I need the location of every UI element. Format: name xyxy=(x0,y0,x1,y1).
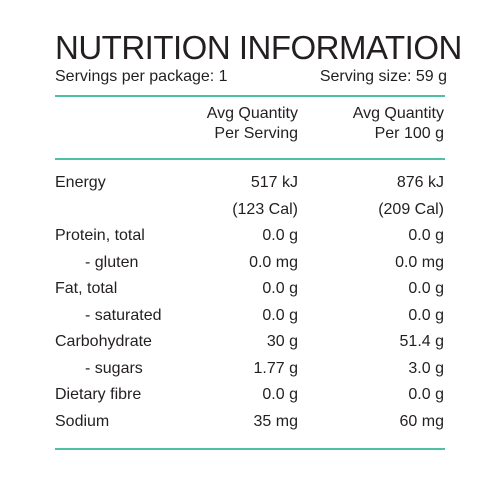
servings-per-package: Servings per package: 1 xyxy=(55,68,228,85)
value-per-serving: 517 kJ xyxy=(250,174,298,191)
nutrient-label: Energy xyxy=(55,174,106,191)
table-row: Protein, total 0.0 g 0.0 g xyxy=(55,223,445,250)
value-per-serving: 30 g xyxy=(266,333,298,350)
table-row: - sugars 1.77 g 3.0 g xyxy=(55,356,445,383)
value-per-100g: 0.0 g xyxy=(408,280,444,297)
value-per-serving: 35 mg xyxy=(253,412,298,430)
table-row: (123 Cal) (209 Cal) xyxy=(55,197,445,224)
value-per-serving: 0.0 g xyxy=(262,280,298,297)
value-per-serving: 0.0 mg xyxy=(249,253,298,271)
nutrient-label: Protein, total xyxy=(55,227,145,244)
value-per-100g: 876 kJ xyxy=(396,174,444,191)
table-row: - saturated 0.0 g 0.0 g xyxy=(55,303,445,330)
divider-top xyxy=(55,95,445,97)
divider-header xyxy=(55,158,445,160)
nutrient-label: Carbohydrate xyxy=(55,333,152,350)
panel-title: NUTRITION INFORMATION xyxy=(55,29,462,66)
value-per-serving: (123 Cal) xyxy=(232,200,298,218)
column-header-per-100g: Avg Quantity Per 100 g xyxy=(353,104,444,144)
column-header-line: Per Serving xyxy=(214,125,298,142)
value-per-100g: 0.0 g xyxy=(408,306,444,324)
nutrition-panel: NUTRITION INFORMATION Servings per packa… xyxy=(55,29,462,86)
value-per-100g: 0.0 mg xyxy=(395,253,444,271)
value-per-serving: 0.0 g xyxy=(262,227,298,244)
nutrient-label: - saturated xyxy=(85,306,162,324)
value-per-serving: 0.0 g xyxy=(262,306,298,324)
value-per-serving: 0.0 g xyxy=(262,386,298,403)
nutrient-label: Sodium xyxy=(55,412,110,430)
table-row: - gluten 0.0 mg 0.0 mg xyxy=(55,250,445,277)
value-per-100g: (209 Cal) xyxy=(378,200,444,218)
nutrient-label: - sugars xyxy=(85,359,143,377)
serving-size: Serving size: 59 g xyxy=(319,68,447,85)
nutrient-label: Fat, total xyxy=(55,280,118,297)
nutrient-label: Dietary fibre xyxy=(55,386,142,403)
table-row: Sodium 35 mg 60 mg xyxy=(55,409,445,436)
value-per-100g: 51.4 g xyxy=(399,333,444,350)
value-per-100g: 0.0 g xyxy=(408,386,444,403)
column-header-line: Per 100 g xyxy=(374,125,444,142)
value-per-100g: 3.0 g xyxy=(408,359,444,377)
nutrient-table: Energy 517 kJ 876 kJ (123 Cal) (209 Cal) Prot… xyxy=(55,170,445,435)
divider-bottom xyxy=(55,448,445,450)
table-row: Carbohydrate 30 g 51.4 g xyxy=(55,329,445,356)
nutrient-label: - gluten xyxy=(85,253,139,271)
value-per-100g: 0.0 g xyxy=(408,227,444,244)
value-per-serving: 1.77 g xyxy=(253,359,298,377)
column-header-line: Avg Quantity xyxy=(352,105,444,122)
table-row: Energy 517 kJ 876 kJ xyxy=(55,170,445,197)
value-per-100g: 60 mg xyxy=(399,412,444,430)
column-header-per-serving: Avg Quantity Per Serving xyxy=(207,104,298,144)
table-row: Dietary fibre 0.0 g 0.0 g xyxy=(55,382,445,409)
column-header-line: Avg Quantity xyxy=(206,105,298,122)
table-row: Fat, total 0.0 g 0.0 g xyxy=(55,276,445,303)
servings-line: Servings per package: 1 Serving size: 59… xyxy=(55,68,447,86)
